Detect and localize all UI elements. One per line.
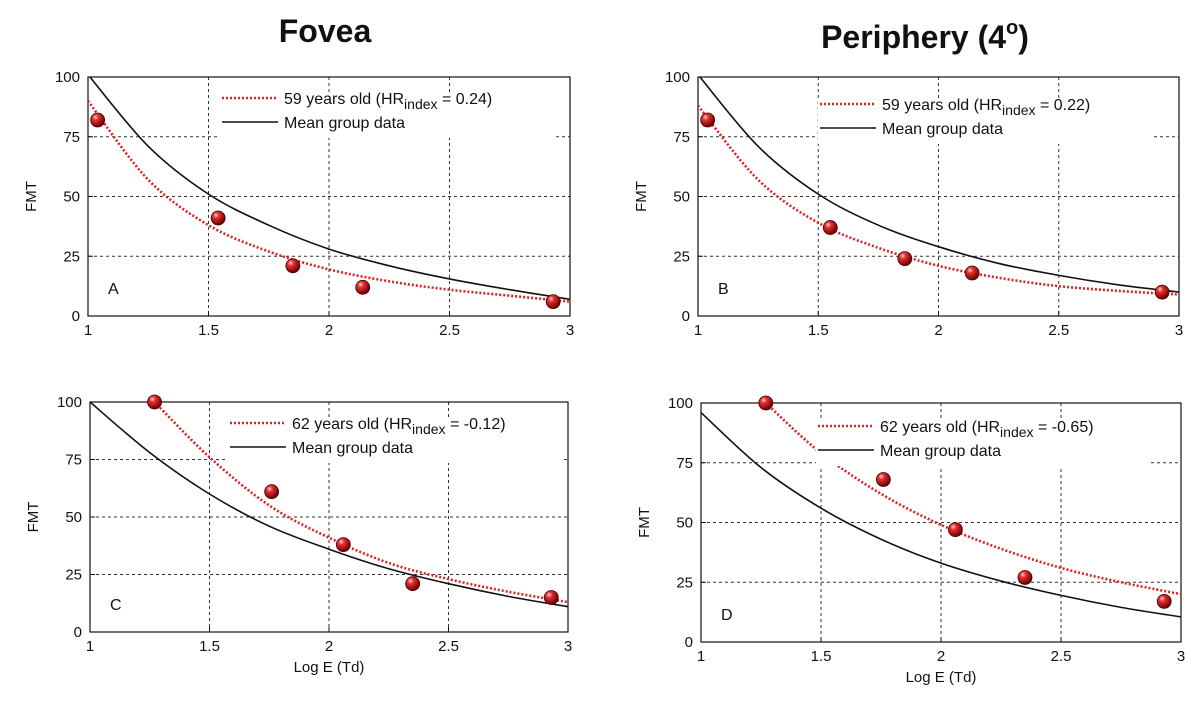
data-point — [700, 112, 716, 128]
x-tick-label: 2.5 — [1051, 648, 1072, 665]
mean-group-curve — [90, 402, 568, 608]
y-axis-label: FMT — [633, 181, 650, 212]
legend-fit-label: 59 years old (HRindex = 0.24) — [284, 91, 492, 112]
x-tick-label: 1.5 — [199, 638, 220, 655]
y-tick-label: 0 — [685, 634, 693, 651]
legend-fit-label: 62 years old (HRindex = -0.65) — [880, 419, 1094, 440]
y-tick-label: 25 — [65, 567, 82, 584]
y-tick-label: 50 — [676, 515, 693, 532]
legend-mean-label: Mean group data — [880, 443, 1001, 460]
panel-letter: A — [108, 281, 119, 298]
x-tick-label: 1 — [697, 648, 705, 665]
data-point — [543, 590, 559, 605]
legend-mean-label: Mean group data — [882, 121, 1003, 138]
x-tick-label: 1.5 — [808, 322, 829, 339]
data-point — [1156, 593, 1172, 609]
x-tick-label: 2.5 — [438, 638, 459, 655]
data-point — [405, 576, 421, 592]
y-tick-label: 75 — [63, 129, 80, 146]
x-tick-label: 2 — [934, 322, 942, 339]
data-point — [1154, 284, 1170, 300]
y-tick-label: 75 — [676, 455, 693, 472]
x-tick-label: 1.5 — [811, 648, 832, 665]
x-tick-label: 2 — [325, 638, 333, 655]
data-point — [822, 220, 838, 235]
x-tick-label: 2.5 — [1048, 322, 1069, 339]
panel-letter: D — [721, 607, 733, 624]
data-point — [545, 294, 561, 310]
data-point — [90, 112, 106, 128]
legend-mean-label: Mean group data — [284, 115, 405, 132]
data-point — [758, 395, 774, 411]
data-point — [1017, 570, 1033, 585]
data-point — [210, 210, 226, 226]
y-tick-label: 100 — [57, 394, 82, 411]
panel-letter: C — [110, 597, 122, 614]
data-point — [264, 484, 280, 500]
y-tick-label: 50 — [673, 189, 690, 206]
y-tick-label: 100 — [668, 395, 693, 412]
x-tick-label: 3 — [1177, 648, 1185, 665]
y-axis-label: FMT — [25, 502, 42, 533]
data-point — [876, 472, 891, 487]
x-tick-label: 1 — [694, 322, 702, 339]
mean-group-curve — [88, 77, 570, 301]
y-tick-label: 50 — [63, 189, 80, 206]
panel-letter: B — [718, 281, 729, 298]
y-tick-label: 25 — [673, 248, 690, 265]
panel-d: 1 1.5 2 2.5 3 0 25 50 75 100 FMT Log E (Td) D 62 year… — [636, 395, 1185, 686]
panel-a: 1 1.5 2 2.5 3 0 25 50 75 100 FMT A 59 years old (HRi… — [23, 69, 574, 339]
data-point — [948, 522, 963, 538]
x-tick-label: 2 — [937, 648, 945, 665]
y-tick-label: 25 — [63, 248, 80, 265]
y-tick-label: 0 — [72, 308, 80, 325]
x-tick-label: 3 — [1175, 322, 1183, 339]
x-axis-label: Log E (Td) — [294, 659, 365, 676]
x-tick-label: 3 — [564, 638, 572, 655]
legend-mean-label: Mean group data — [292, 440, 413, 457]
title-periphery: Periphery (4o) — [821, 17, 1029, 55]
x-tick-label: 1.5 — [198, 322, 219, 339]
y-tick-label: 50 — [65, 509, 82, 526]
panel-c: 1 1.5 2 2.5 3 0 25 50 75 100 FMT Log E (Td) C 62 year… — [25, 394, 572, 676]
x-tick-label: 2 — [325, 322, 333, 339]
y-tick-label: 0 — [74, 624, 82, 641]
title-fovea: Fovea — [279, 13, 372, 49]
y-axis-label: FMT — [23, 181, 40, 212]
x-tick-label: 1 — [84, 322, 92, 339]
fit-curve — [698, 104, 1179, 296]
legend-bg — [816, 420, 1151, 466]
x-tick-label: 1 — [86, 638, 94, 655]
legend-fit-label: 59 years old (HRindex = 0.22) — [882, 97, 1090, 118]
data-point — [964, 265, 980, 281]
legend-fit-label: 62 years old (HRindex = -0.12) — [292, 416, 506, 437]
data-point — [897, 251, 913, 267]
data-point — [335, 537, 351, 552]
x-tick-label: 2.5 — [439, 322, 460, 339]
mean-group-curve — [701, 411, 1181, 618]
y-tick-label: 100 — [55, 69, 80, 86]
data-point — [285, 258, 301, 274]
data-point — [147, 394, 162, 410]
y-tick-label: 75 — [673, 129, 690, 146]
data-point — [355, 279, 371, 295]
y-tick-label: 100 — [665, 69, 690, 86]
title-degree-sup: o — [1006, 17, 1018, 39]
legend-bg — [818, 98, 1153, 144]
panel-b: 1 1.5 2 2.5 3 0 25 50 75 100 FMT B 59 years old (HRi… — [633, 69, 1183, 339]
legend-bg — [220, 92, 555, 138]
y-axis-label: FMT — [636, 507, 653, 538]
legend-bg — [228, 417, 563, 463]
y-tick-label: 0 — [682, 308, 690, 325]
y-tick-label: 75 — [65, 452, 82, 469]
mean-group-curve — [698, 77, 1179, 293]
x-axis-label: Log E (Td) — [906, 669, 977, 686]
y-tick-label: 25 — [676, 574, 693, 591]
fit-curve — [88, 100, 570, 303]
x-tick-label: 3 — [566, 322, 574, 339]
